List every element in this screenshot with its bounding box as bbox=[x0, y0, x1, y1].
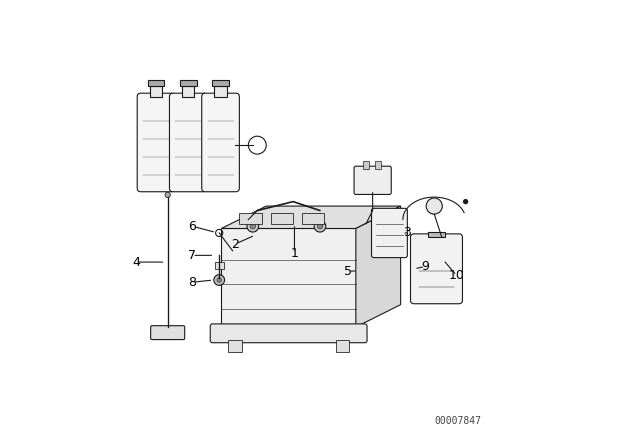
Bar bbox=[374, 161, 381, 169]
Bar bbox=[363, 161, 369, 169]
FancyBboxPatch shape bbox=[202, 93, 239, 192]
Circle shape bbox=[217, 278, 221, 282]
Text: 4: 4 bbox=[132, 255, 140, 269]
Text: 3: 3 bbox=[403, 226, 412, 240]
Circle shape bbox=[426, 198, 442, 214]
Bar bbox=[180, 80, 196, 86]
Text: 10: 10 bbox=[449, 269, 465, 282]
Bar bbox=[428, 232, 445, 237]
Text: 1: 1 bbox=[291, 246, 298, 260]
Text: 00007847: 00007847 bbox=[435, 416, 481, 426]
Circle shape bbox=[317, 224, 323, 229]
FancyBboxPatch shape bbox=[137, 93, 175, 192]
Circle shape bbox=[247, 220, 259, 232]
Polygon shape bbox=[356, 206, 401, 327]
Polygon shape bbox=[221, 206, 401, 228]
FancyBboxPatch shape bbox=[210, 324, 367, 343]
FancyBboxPatch shape bbox=[371, 208, 407, 258]
Text: 5: 5 bbox=[344, 264, 352, 278]
FancyBboxPatch shape bbox=[150, 326, 185, 340]
Bar bbox=[150, 86, 162, 97]
Circle shape bbox=[463, 199, 468, 204]
Text: 2: 2 bbox=[231, 237, 239, 251]
Text: 6: 6 bbox=[188, 220, 196, 233]
Bar bbox=[239, 213, 262, 224]
Bar bbox=[214, 86, 227, 97]
Circle shape bbox=[250, 224, 255, 229]
Bar bbox=[148, 80, 164, 86]
Circle shape bbox=[214, 275, 225, 285]
Bar bbox=[228, 340, 242, 352]
Text: 8: 8 bbox=[188, 276, 196, 289]
Bar bbox=[302, 213, 324, 224]
FancyBboxPatch shape bbox=[170, 93, 207, 192]
Polygon shape bbox=[221, 228, 356, 327]
FancyBboxPatch shape bbox=[410, 234, 463, 304]
Circle shape bbox=[165, 192, 170, 198]
Circle shape bbox=[314, 220, 326, 232]
Text: 7: 7 bbox=[188, 249, 196, 262]
Text: 9: 9 bbox=[421, 260, 429, 273]
FancyBboxPatch shape bbox=[354, 166, 391, 194]
Bar bbox=[215, 262, 224, 269]
Bar bbox=[336, 340, 349, 352]
Bar bbox=[212, 80, 229, 86]
Bar bbox=[182, 86, 195, 97]
Bar bbox=[271, 213, 293, 224]
